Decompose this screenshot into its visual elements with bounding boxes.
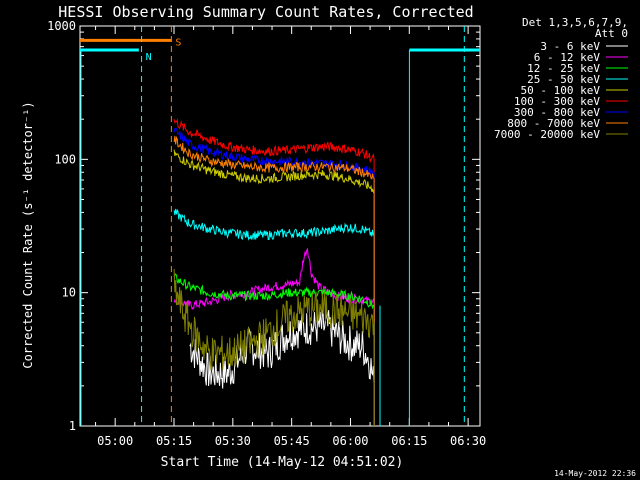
legend-entry-label: 100 - 300 keV bbox=[514, 95, 600, 108]
y-tick-label: 1000 bbox=[47, 19, 76, 33]
plot-frame bbox=[79, 25, 481, 427]
x-tick-label: 06:15 bbox=[391, 434, 427, 448]
legend-entry-label: 25 - 50 keV bbox=[527, 73, 600, 86]
x-axis-label: Start Time (14-May-12 04:51:02) bbox=[161, 455, 404, 470]
legend-entry-label: 300 - 800 keV bbox=[514, 106, 600, 119]
series-line-8 bbox=[173, 268, 375, 426]
legend-header-line: Att 0 bbox=[595, 27, 628, 40]
x-tick-label: 06:00 bbox=[332, 434, 368, 448]
x-tick-label: 05:45 bbox=[274, 434, 310, 448]
y-tick-label: 1 bbox=[69, 419, 76, 433]
legend-entry-label: 3 - 6 keV bbox=[540, 40, 600, 53]
x-tick-label: 05:15 bbox=[156, 434, 192, 448]
plot-area: 05:00 05:15 05:30 05:45 06:00 06:15 06:30 1 10 10… bbox=[47, 19, 486, 448]
x-tick-label: 05:30 bbox=[215, 434, 251, 448]
series-line-0 bbox=[189, 309, 375, 426]
footer-date: 14-May-2012 22:36 bbox=[554, 469, 636, 478]
legend-entry-label: 7000 - 20000 keV bbox=[494, 128, 600, 141]
chart-title: HESSI Observing Summary Count Rates, Cor… bbox=[58, 3, 473, 21]
series-line-3 bbox=[173, 208, 375, 426]
x-tick-label: 05:00 bbox=[97, 434, 133, 448]
y-tick-label: 10 bbox=[62, 286, 76, 300]
series-line-4 bbox=[173, 149, 375, 426]
series-line-5 bbox=[173, 118, 375, 426]
y-tick-label: 100 bbox=[54, 152, 76, 166]
legend-entry-label: 50 - 100 keV bbox=[521, 84, 601, 97]
marker-label-n: N bbox=[146, 52, 152, 63]
series-line-7 bbox=[173, 135, 375, 426]
legend-header-line: Det 1,3,5,6,7,9, bbox=[522, 16, 628, 29]
marker-label-s: S bbox=[175, 37, 181, 48]
legend-entry-label: 12 - 25 keV bbox=[527, 62, 600, 75]
legend-entry-label: 800 - 7000 keV bbox=[507, 117, 600, 130]
legend-entry-label: 6 - 12 keV bbox=[534, 51, 601, 64]
y-axis-label: Corrected Count Rate (s⁻¹ detector⁻¹) bbox=[21, 101, 35, 368]
series-line-2 bbox=[173, 273, 375, 426]
x-tick-label: 06:30 bbox=[450, 434, 486, 448]
